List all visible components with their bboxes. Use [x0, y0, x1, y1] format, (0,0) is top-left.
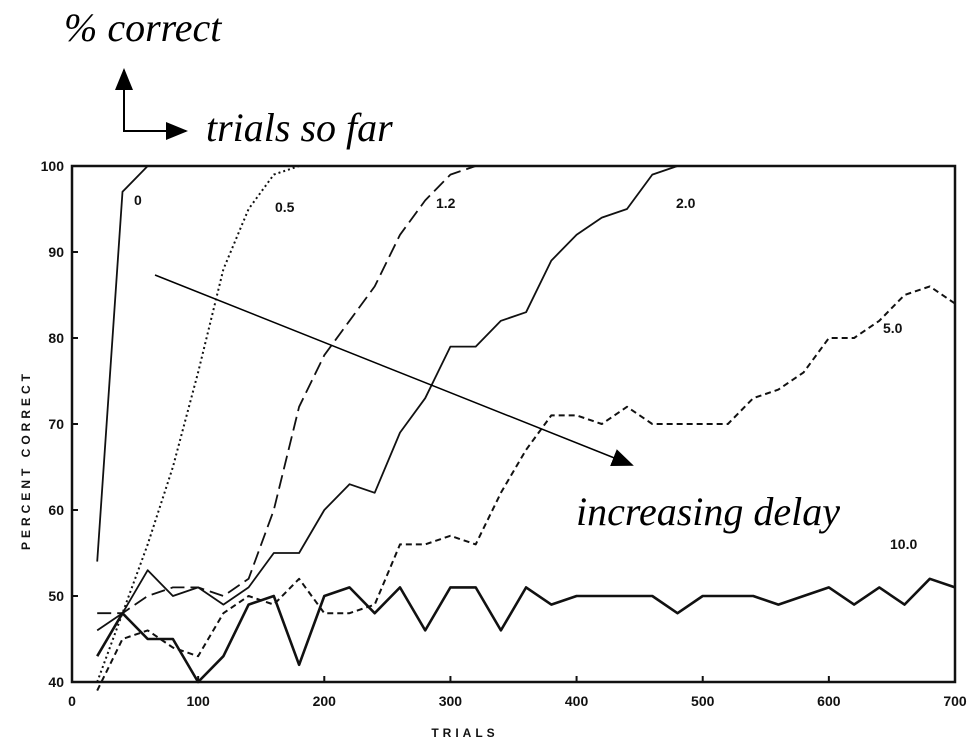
- y-tick-label: 100: [41, 158, 65, 174]
- x-tick-label: 600: [817, 693, 841, 709]
- x-tick-label: 200: [313, 693, 337, 709]
- y-tick-label: 40: [48, 674, 64, 690]
- series-label-5-0: 5.0: [883, 320, 903, 336]
- series-line-2-0: [96, 165, 728, 632]
- series-label-1-2: 1.2: [436, 195, 456, 211]
- series-line-5-0: [96, 285, 956, 692]
- y-tick-label: 90: [48, 244, 64, 260]
- y-tick-label: 50: [48, 588, 64, 604]
- series-label-2-0: 2.0: [676, 195, 696, 211]
- y-tick-label: 60: [48, 502, 64, 518]
- series-label-10-0: 10.0: [890, 536, 917, 552]
- x-tick-label: 0: [68, 693, 76, 709]
- x-tick-label: 500: [691, 693, 715, 709]
- y-tick-label: 80: [48, 330, 64, 346]
- series-label-0: 0: [134, 192, 142, 208]
- x-tick-label: 400: [565, 693, 589, 709]
- series-line-0-5: [96, 165, 325, 683]
- x-axis-note: trials so far: [206, 105, 393, 150]
- delay-note: increasing delay: [576, 489, 841, 534]
- series-line-0: [96, 165, 149, 562]
- x-tick-label: 100: [186, 693, 210, 709]
- y-axis-note: % correct: [64, 5, 222, 50]
- series-line-10-0: [96, 577, 956, 684]
- series-label-0-5: 0.5: [275, 199, 295, 215]
- x-tick-label: 700: [943, 693, 967, 709]
- y-tick-label: 70: [48, 416, 64, 432]
- axes: 0 100 200 300 400 500 600 700 40 50 60 70 80 90 100: [41, 158, 967, 709]
- series-labels: 0 0.5 1.2 2.0 5.0 10.0: [134, 192, 917, 552]
- x-axis-title: TRIALS: [431, 726, 498, 740]
- y-axis-title: PERCENT CORRECT: [19, 370, 33, 550]
- plot-frame: [70, 164, 957, 684]
- series-line-1-2: [97, 165, 476, 615]
- series-layer: [96, 165, 956, 692]
- x-tick-label: 300: [439, 693, 463, 709]
- delay-arrow: [154, 274, 634, 466]
